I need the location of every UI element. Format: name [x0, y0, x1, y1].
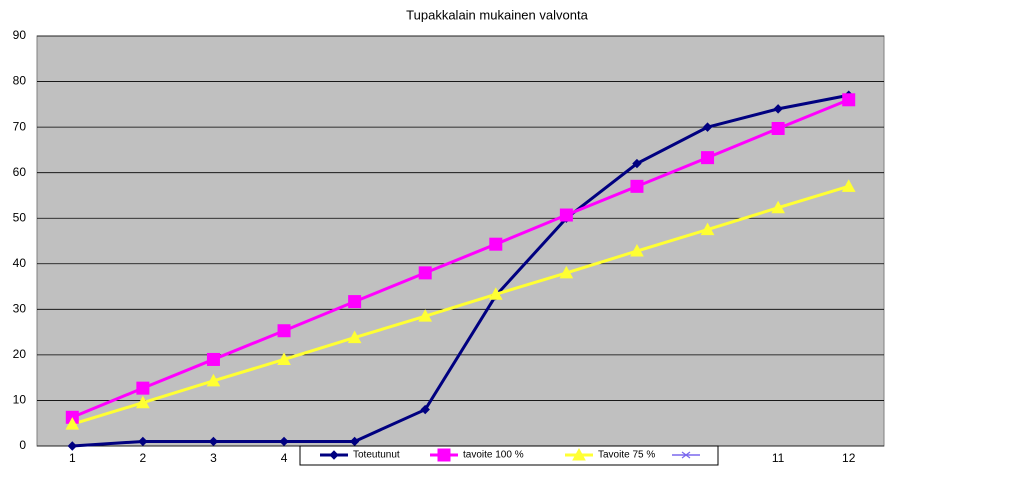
x-tick-label: 4	[281, 451, 288, 465]
marker	[348, 295, 362, 309]
marker	[489, 237, 503, 251]
marker	[418, 309, 433, 322]
legend-label: tavoite 100 %	[463, 450, 524, 461]
marker	[67, 441, 77, 451]
marker	[206, 373, 221, 387]
marker	[437, 448, 451, 462]
y-tick-label: 10	[13, 393, 27, 407]
x-tick-label: 3	[210, 451, 217, 465]
marker	[488, 287, 503, 300]
y-tick-label: 90	[13, 28, 27, 42]
marker	[771, 121, 785, 135]
marker	[349, 436, 360, 447]
marker	[771, 200, 785, 214]
marker	[208, 436, 219, 447]
marker	[630, 243, 644, 257]
marker	[136, 381, 150, 395]
marker	[841, 179, 856, 192]
marker	[681, 451, 691, 459]
marker	[329, 450, 339, 460]
x-tick-label: 2	[140, 451, 147, 465]
series-line	[71, 184, 850, 426]
marker	[773, 104, 783, 114]
y-tick-label: 40	[13, 256, 27, 270]
marker	[138, 436, 148, 447]
x-tick-label: 11	[772, 451, 785, 465]
marker	[277, 324, 291, 338]
y-tick-label: 50	[13, 210, 27, 224]
legend-label: Toteutunut	[353, 450, 400, 461]
marker	[206, 352, 220, 366]
chart-title: Tupakkalain mukainen valvonta	[406, 7, 588, 22]
marker	[65, 417, 80, 430]
marker	[559, 208, 573, 222]
y-tick-label: 0	[19, 438, 26, 452]
marker	[347, 330, 362, 344]
marker	[700, 222, 715, 236]
marker	[842, 93, 856, 107]
marker	[701, 151, 715, 165]
marker	[277, 352, 291, 365]
y-tick-label: 30	[13, 302, 27, 316]
y-tick-label: 80	[13, 74, 27, 88]
x-tick-label: 1	[69, 451, 76, 465]
marker	[559, 265, 574, 279]
series-line	[72, 93, 849, 448]
marker	[702, 122, 713, 132]
marker	[418, 266, 432, 280]
marker	[632, 158, 642, 169]
marker	[420, 404, 430, 415]
y-tick-label: 20	[13, 347, 27, 361]
legend-label: Tavoite 75 %	[598, 450, 655, 461]
marker	[136, 395, 150, 409]
marker	[279, 436, 289, 447]
marker	[630, 179, 644, 193]
x-tick-label: 12	[842, 451, 856, 465]
y-tick-label: 60	[13, 165, 27, 179]
marker	[572, 447, 586, 461]
plot-area	[36, 35, 885, 447]
y-tick-label: 70	[13, 119, 27, 133]
legend-box	[299, 445, 719, 466]
series-line	[71, 98, 850, 419]
